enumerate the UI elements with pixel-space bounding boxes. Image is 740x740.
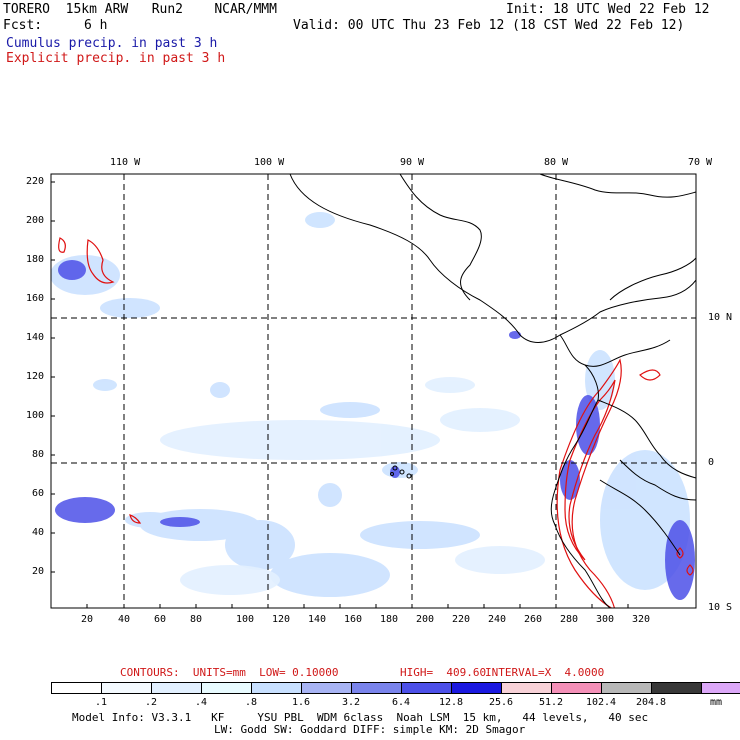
contour-units: CONTOURS: UNITS=mm LOW= 0.10000: [120, 666, 339, 679]
y-tick: 180: [26, 254, 45, 265]
physics-info: LW: Godd SW: Goddard DIFF: simple KM: 2D…: [214, 723, 526, 736]
colorbar-swatch: [51, 682, 102, 694]
x-tick: 40: [118, 614, 131, 625]
colorbar-label: 102.4: [585, 697, 617, 708]
graticule: [51, 174, 696, 608]
lon-label-80w: 80 W: [544, 157, 569, 168]
x-tick: 280: [560, 614, 579, 625]
precip-very-light-areas: [160, 377, 545, 595]
cumulus-legend: Cumulus precip. in past 3 h: [6, 36, 218, 51]
y-tick: 120: [26, 371, 45, 382]
y-tick: 220: [26, 176, 45, 187]
x-tick: 180: [380, 614, 399, 625]
colorbar-label: .2: [144, 697, 158, 708]
lat-label-10n: 10 N: [708, 312, 733, 323]
x-tick: 100: [236, 614, 255, 625]
explicit-legend: Explicit precip. in past 3 h: [6, 51, 226, 66]
x-tick: 80: [190, 614, 203, 625]
explicit-precip-contours: [58, 237, 694, 608]
x-tick: 320: [632, 614, 651, 625]
forecast-label: Fcst:: [3, 18, 43, 33]
lat-label-10s: 10 S: [708, 602, 733, 613]
init-time: Init: 18 UTC Wed 22 Feb 12: [506, 2, 710, 17]
colorbar-swatch: [151, 682, 202, 694]
x-tick: 120: [272, 614, 291, 625]
colorbar-label: 51.2: [538, 697, 564, 708]
x-tick: 300: [596, 614, 615, 625]
valid-time: Valid: 00 UTC Thu 23 Feb 12 (18 CST Wed …: [293, 18, 685, 33]
colorbar-swatch: [601, 682, 652, 694]
y-tick: 200: [26, 215, 45, 226]
y-tick: 140: [26, 332, 45, 343]
y-tick: 160: [26, 293, 45, 304]
map-frame: [50, 173, 697, 609]
colorbar-label: .8: [244, 697, 258, 708]
contour-high: HIGH= 409.60: [400, 666, 487, 679]
x-tick: 60: [154, 614, 167, 625]
lon-label-100w: 100 W: [254, 157, 285, 168]
colorbar-label: 6.4: [391, 697, 411, 708]
y-tick: 40: [32, 527, 45, 538]
model-title: TORERO 15km ARW Run2 NCAR/MMM: [3, 2, 277, 17]
lon-label-90w: 90 W: [400, 157, 425, 168]
colorbar-swatch: [201, 682, 252, 694]
x-tick: 200: [416, 614, 435, 625]
colorbar-label: 12.8: [438, 697, 464, 708]
colorbar-swatch: [101, 682, 152, 694]
y-tick: 100: [26, 410, 45, 421]
colorbar-swatch: [451, 682, 502, 694]
colorbar-unit: mm: [710, 697, 723, 708]
x-tick: 20: [81, 614, 94, 625]
colorbar-swatch: [251, 682, 302, 694]
x-tick: 160: [344, 614, 363, 625]
colorbar-swatch: [551, 682, 602, 694]
coastlines: [289, 174, 696, 608]
colorbar-swatch: [651, 682, 702, 694]
precip-moderate-areas: [55, 260, 695, 600]
colorbar-label: 3.2: [341, 697, 361, 708]
lat-label-0: 0: [708, 457, 715, 468]
colorbar-label: 25.6: [488, 697, 514, 708]
colorbar-label: .4: [194, 697, 208, 708]
contour-interval: INTERVAL=X 4.0000: [485, 666, 605, 679]
lon-label-70w: 70 W: [688, 157, 713, 168]
colorbar-swatch: [351, 682, 402, 694]
colorbar-swatch: [701, 682, 740, 694]
x-tick: 260: [524, 614, 543, 625]
x-tick: 140: [308, 614, 327, 625]
colorbar-label: 204.8: [635, 697, 667, 708]
colorbar-label: 1.6: [291, 697, 311, 708]
x-tick: 240: [488, 614, 507, 625]
forecast-hour: 6 h: [84, 18, 108, 33]
colorbar-label: .1: [94, 697, 108, 708]
x-tick: 220: [452, 614, 471, 625]
colorbar-swatch: [401, 682, 452, 694]
colorbar-swatch: [501, 682, 552, 694]
y-tick: 20: [32, 566, 45, 577]
colorbar-swatch: [301, 682, 352, 694]
y-tick: 60: [32, 488, 45, 499]
lon-label-110w: 110 W: [110, 157, 141, 168]
model-info: Model Info: V3.3.1 KF YSU PBL WDM 6class…: [72, 711, 649, 724]
y-tick: 80: [32, 449, 45, 460]
